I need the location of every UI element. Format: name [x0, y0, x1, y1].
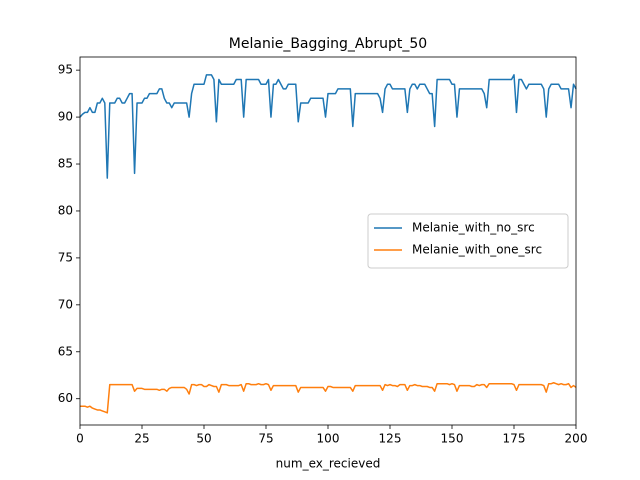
x-tick-label: 100	[317, 432, 340, 446]
y-tick-label: 90	[58, 110, 73, 124]
x-tick-label: 75	[258, 432, 273, 446]
x-axis-label: num_ex_recieved	[276, 457, 381, 471]
y-tick-label: 70	[58, 297, 73, 311]
x-tick-label: 200	[565, 432, 588, 446]
plot-frame	[79, 56, 577, 426]
y-tick-label: 85	[58, 157, 73, 171]
series-line	[80, 382, 577, 414]
legend-label: Melanie_with_one_src	[412, 243, 542, 257]
y-tick-label: 65	[58, 344, 73, 358]
chart-title: Melanie_Bagging_Abrupt_50	[229, 36, 427, 52]
x-tick-label: 175	[503, 432, 526, 446]
y-tick-label: 95	[58, 63, 73, 77]
x-tick-label: 125	[379, 432, 402, 446]
x-tick-label: 150	[441, 432, 464, 446]
x-tick-label: 25	[134, 432, 149, 446]
y-tick-label: 75	[58, 250, 73, 264]
legend-label: Melanie_with_no_src	[412, 221, 535, 235]
x-tick-label: 50	[196, 432, 211, 446]
legend-box	[367, 213, 569, 269]
y-tick-label: 80	[58, 203, 73, 217]
series-line	[79, 74, 577, 179]
x-tick-label: 0	[76, 432, 84, 446]
y-tick-label: 60	[58, 391, 73, 405]
